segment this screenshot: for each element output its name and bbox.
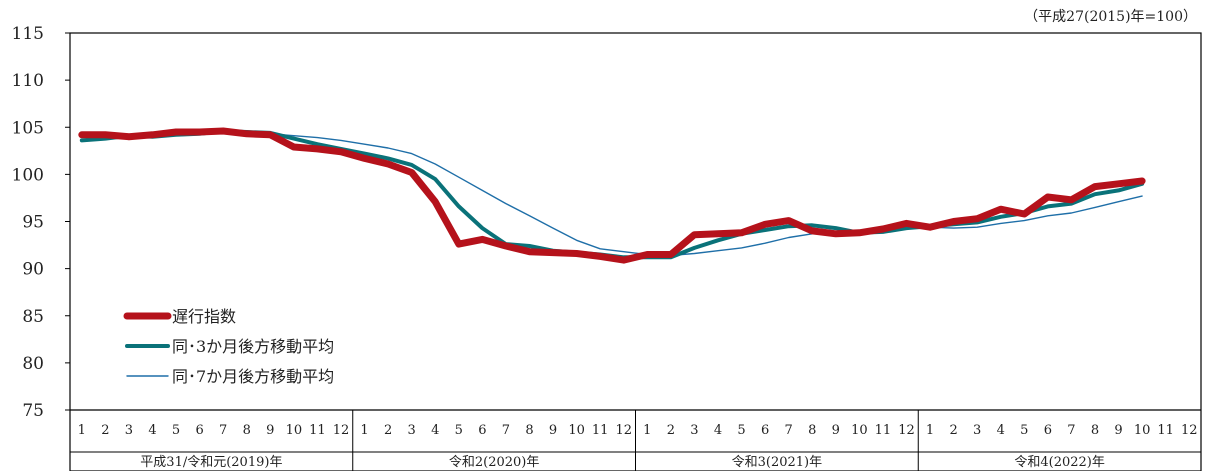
month-tick-label: 10 <box>851 423 868 438</box>
y-tick-label: 105 <box>12 118 44 138</box>
y-tick-label: 80 <box>22 354 44 374</box>
year-label: 令和3(2021)年 <box>732 455 823 470</box>
legend-item-7-month-average-label: 同･7か月後方移動平均 <box>172 367 334 386</box>
month-tick-label: 4 <box>997 423 1005 438</box>
month-tick-label: 5 <box>1020 423 1028 438</box>
month-tick-label: 4 <box>714 423 722 438</box>
legend-item-lagging-index-label: 遅行指数 <box>172 307 236 326</box>
month-tick-label: 6 <box>761 423 769 438</box>
series-line-lagging-index <box>78 127 1146 264</box>
month-tick-label: 2 <box>667 423 675 438</box>
plot-frame <box>69 32 1202 471</box>
year-label: 令和4(2022)年 <box>1014 455 1105 470</box>
year-label: 令和2(2020)年 <box>449 455 540 470</box>
month-tick-label: 4 <box>431 423 439 438</box>
month-tick-label: 2 <box>101 423 109 438</box>
month-tick-label: 6 <box>195 423 203 438</box>
month-tick-label: 12 <box>615 423 632 438</box>
y-tick-label: 95 <box>22 213 44 233</box>
month-tick-label: 11 <box>1157 423 1174 438</box>
month-tick-label: 3 <box>408 423 416 438</box>
legend-item-3-month-average-label: 同･3か月後方移動平均 <box>172 337 334 356</box>
month-tick-label: 2 <box>384 423 392 438</box>
base-year-note: （平成27(2015)年=100） <box>1024 9 1197 25</box>
y-tick-label: 75 <box>22 401 44 421</box>
y-tick-label: 85 <box>22 307 44 327</box>
month-tick-label: 7 <box>502 423 510 438</box>
month-tick-label: 2 <box>949 423 957 438</box>
y-tick-label: 115 <box>12 24 44 44</box>
month-tick-label: 6 <box>478 423 486 438</box>
series-line-7-month-average <box>81 132 1143 257</box>
month-tick-label: 10 <box>568 423 585 438</box>
month-tick-label: 9 <box>1114 423 1122 438</box>
y-tick-label: 110 <box>12 71 44 91</box>
month-tick-label: 1 <box>78 423 86 438</box>
year-label: 平成31/令和元(2019)年 <box>140 455 282 470</box>
month-tick-label: 8 <box>1091 423 1099 438</box>
month-tick-label: 10 <box>1134 423 1151 438</box>
y-tick-label: 100 <box>12 165 44 185</box>
month-tick-label: 12 <box>898 423 915 438</box>
month-tick-label: 3 <box>690 423 698 438</box>
month-tick-label: 12 <box>333 423 350 438</box>
month-tick-label: 1 <box>360 423 368 438</box>
month-tick-label: 7 <box>785 423 793 438</box>
month-tick-label: 3 <box>973 423 981 438</box>
month-tick-label: 8 <box>808 423 816 438</box>
month-tick-label: 9 <box>549 423 557 438</box>
month-tick-label: 8 <box>525 423 533 438</box>
month-tick-label: 7 <box>1067 423 1075 438</box>
series-line-3-month-average <box>79 129 1145 260</box>
plot-border <box>69 32 1202 471</box>
series-lines <box>78 127 1146 264</box>
month-tick-label: 9 <box>266 423 274 438</box>
x-axis: 1 2 3 4 5 6 7 8 9 10 11 12 1 2 3 4 5 6 7 8 9 10 11 12 1 2 3 4 5 6 7 8 9 1… <box>78 410 1198 471</box>
month-tick-label: 7 <box>219 423 227 438</box>
month-tick-label: 5 <box>737 423 745 438</box>
month-tick-label: 11 <box>309 423 326 438</box>
month-tick-label: 1 <box>643 423 651 438</box>
month-tick-label: 6 <box>1044 423 1052 438</box>
month-tick-label: 9 <box>832 423 840 438</box>
month-tick-label: 3 <box>125 423 133 438</box>
month-tick-label: 5 <box>455 423 463 438</box>
month-tick-label: 11 <box>875 423 892 438</box>
month-tick-label: 5 <box>172 423 180 438</box>
month-tick-label: 1 <box>926 423 934 438</box>
month-tick-label: 8 <box>243 423 251 438</box>
month-tick-label: 12 <box>1181 423 1198 438</box>
y-tick-label: 90 <box>22 260 44 280</box>
month-tick-label: 10 <box>286 423 303 438</box>
month-tick-label: 11 <box>592 423 609 438</box>
y-axis: 75 80 85 90 95 100 105 110 115 <box>12 24 70 421</box>
month-tick-label: 4 <box>148 423 156 438</box>
